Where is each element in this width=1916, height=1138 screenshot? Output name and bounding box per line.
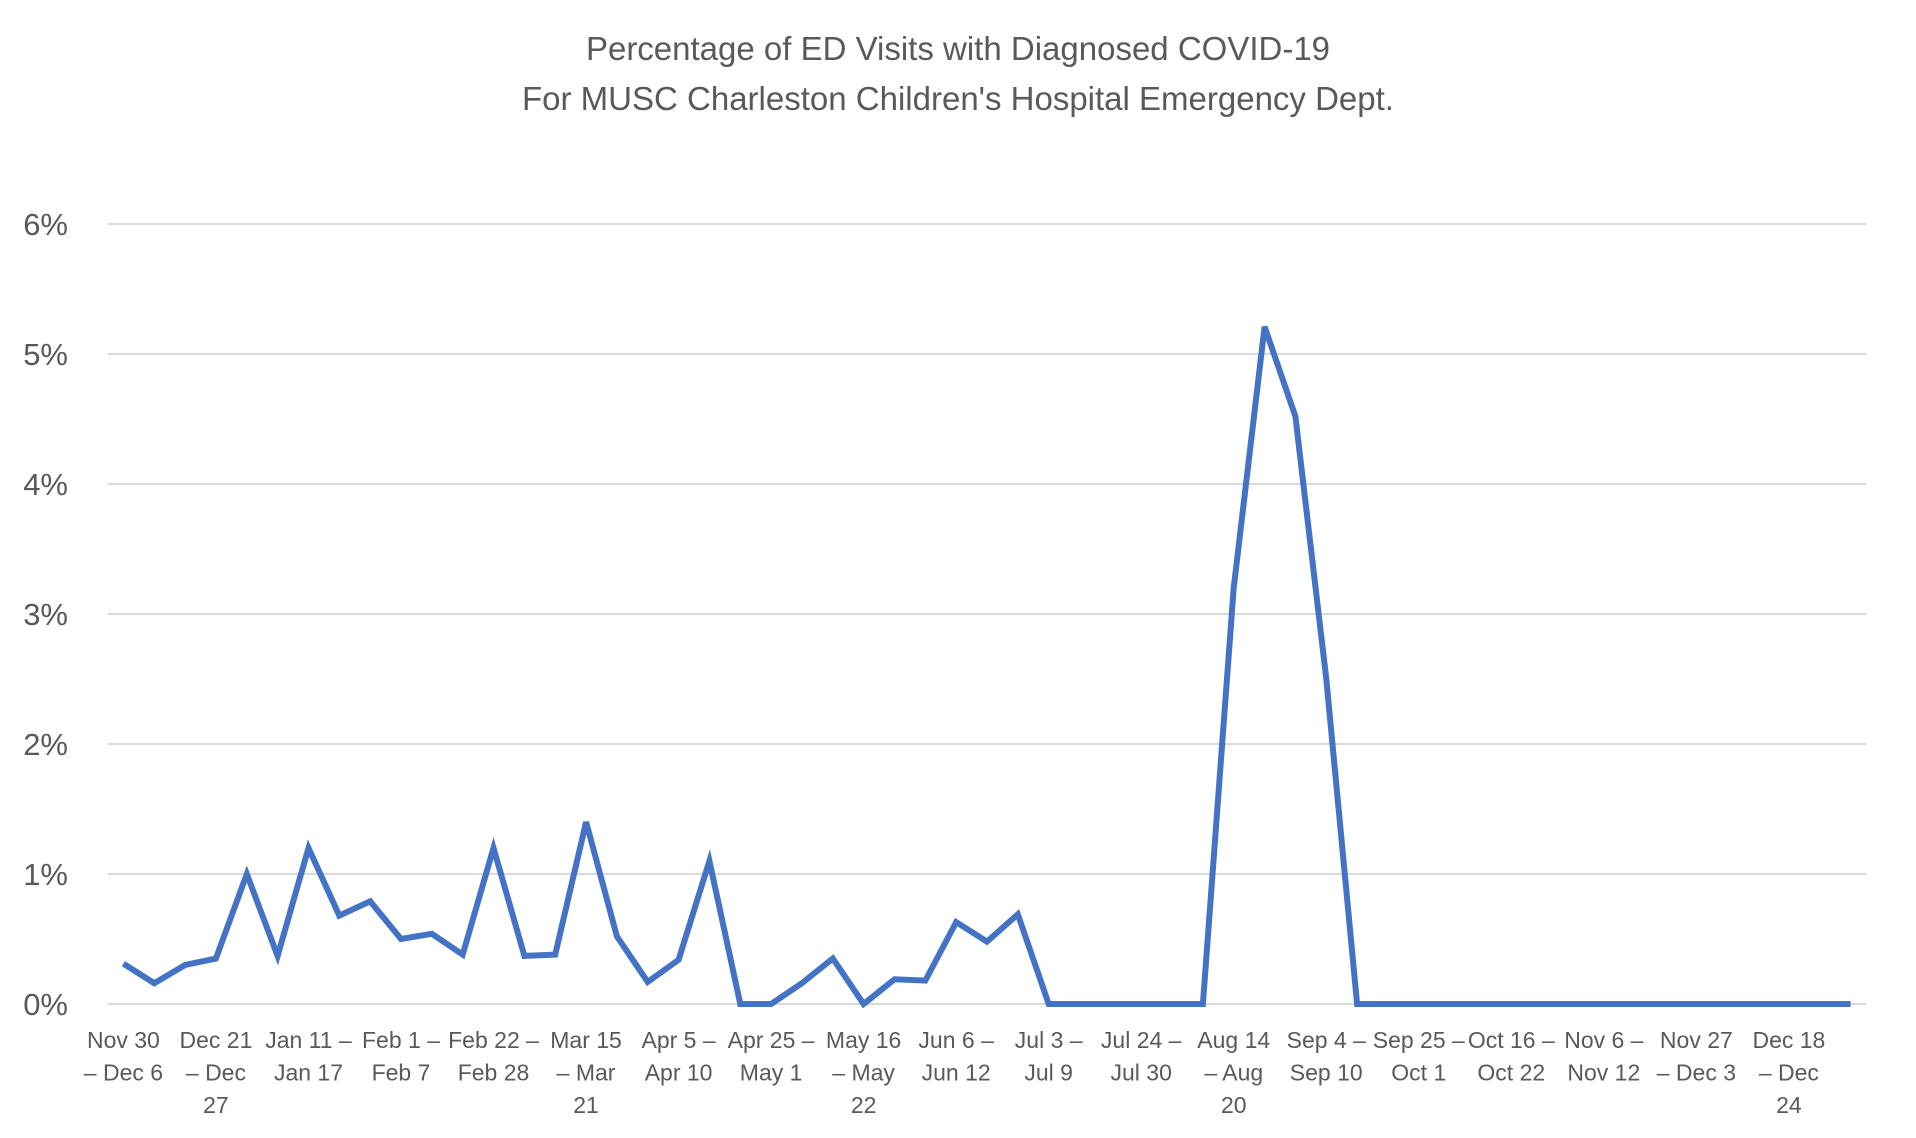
y-tick-label: 5% — [23, 337, 68, 372]
x-tick-label: Oct 16 – Oct 22 — [1468, 1027, 1555, 1086]
y-tick-label: 3% — [23, 597, 68, 632]
data-series-line — [121, 325, 1851, 1009]
x-tick-label: Nov 27– Dec 3 — [1657, 1027, 1736, 1086]
x-tick-label: Nov 30– Dec 6 — [84, 1027, 163, 1086]
chart-subtitle: For MUSC Charleston Children's Hospital … — [522, 80, 1394, 117]
y-tick-label: 2% — [23, 727, 68, 762]
gridlines — [108, 223, 1866, 1005]
x-tick-label: Aug 14– Aug 20 — [1197, 1027, 1270, 1118]
x-tick-label: Apr 25 – May 1 — [728, 1027, 815, 1086]
x-tick-label: Jan 11 – Jan 17 — [265, 1027, 352, 1086]
x-tick-label: Mar 15– Mar 21 — [550, 1027, 622, 1118]
x-tick-label: May 16– May 22 — [826, 1027, 901, 1118]
y-tick-label: 0% — [23, 987, 68, 1022]
x-tick-label: Feb 22 – Feb 28 — [448, 1027, 539, 1086]
x-tick-label: Dec 21– Dec 27 — [180, 1027, 253, 1118]
x-tick-label: Sep 4 – Sep 10 — [1287, 1027, 1366, 1086]
chart-title: Percentage of ED Visits with Diagnosed C… — [585, 30, 1331, 67]
x-tick-label: Jun 6 – Jun 12 — [918, 1027, 994, 1086]
x-tick-label: Apr 5 – Apr 10 — [642, 1027, 716, 1086]
y-tick-label: 4% — [23, 467, 68, 502]
x-tick-label: Nov 6 – Nov 12 — [1564, 1027, 1643, 1086]
y-axis-labels: 0% 1% 2% 3% 4% 5% 6% — [23, 207, 68, 1022]
x-tick-label: Jul 24 – Jul 30 — [1101, 1027, 1182, 1086]
x-tick-label: Jul 3 – Jul 9 — [1015, 1027, 1083, 1086]
x-tick-label: Sep 25 – Oct 1 — [1373, 1027, 1465, 1086]
x-tick-label: Dec 18– Dec 24 — [1752, 1027, 1825, 1118]
y-tick-label: 6% — [23, 207, 68, 242]
x-tick-label: Feb 1 – Feb 7 — [362, 1027, 440, 1086]
y-tick-label: 1% — [23, 857, 68, 892]
